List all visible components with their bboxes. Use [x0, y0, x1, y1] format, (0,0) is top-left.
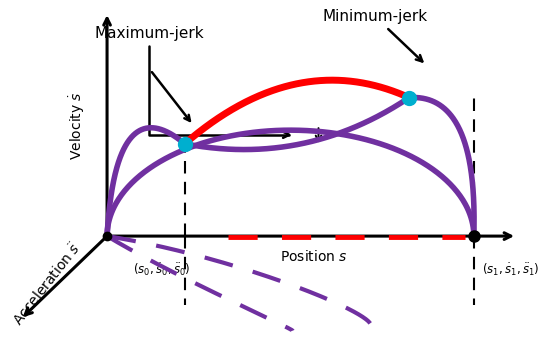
Text: Acceleration $\ddot{s}$: Acceleration $\ddot{s}$ [9, 240, 84, 329]
Text: Maximum-jerk: Maximum-jerk [94, 26, 289, 138]
Text: $(s_1, \dot{s}_1, \ddot{s}_1)$: $(s_1, \dot{s}_1, \ddot{s}_1)$ [482, 261, 540, 278]
Text: Position $s$: Position $s$ [280, 249, 348, 265]
Text: $(s_0, \dot{s}_0, \ddot{s}_0)$: $(s_0, \dot{s}_0, \ddot{s}_0)$ [133, 261, 190, 278]
Text: Minimum-jerk: Minimum-jerk [323, 9, 428, 62]
Text: Velocity $\dot{s}$: Velocity $\dot{s}$ [67, 91, 87, 160]
